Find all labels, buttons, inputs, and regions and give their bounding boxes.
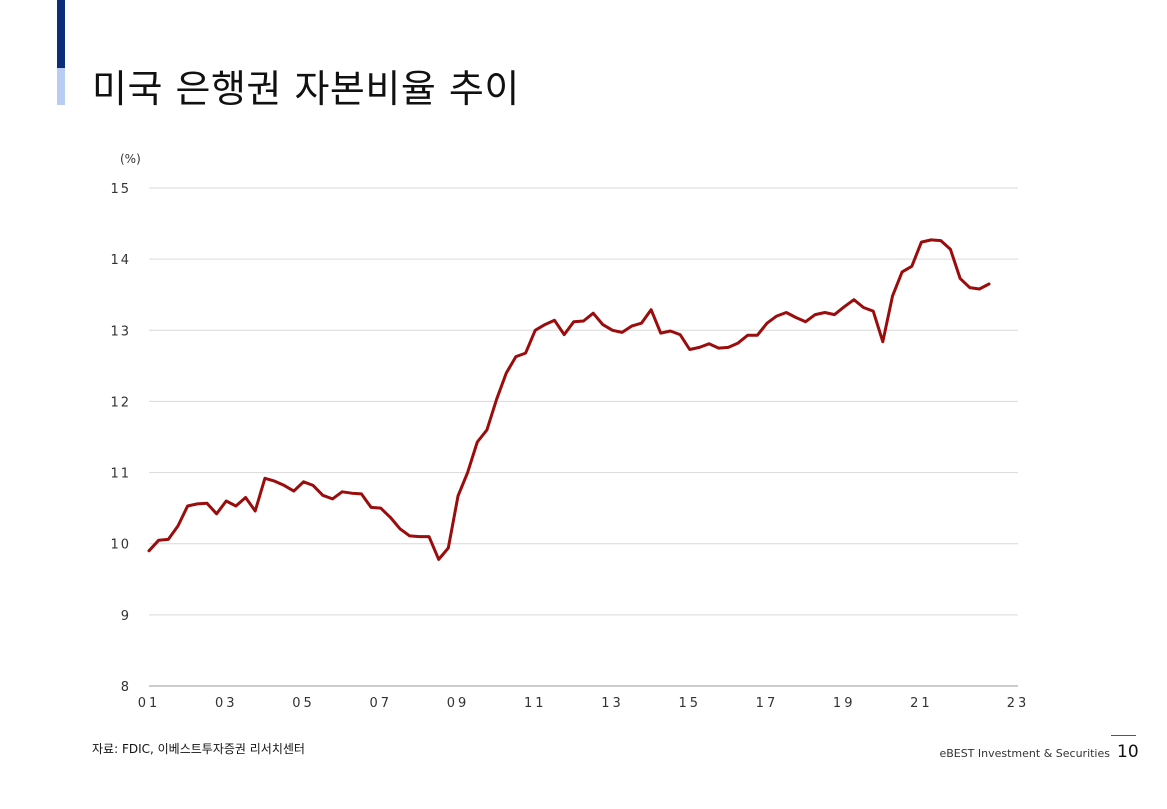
x-tick-label: 21: [910, 696, 933, 711]
x-tick-label: 05: [292, 696, 315, 711]
grid-lines: [149, 187, 1018, 687]
y-tick-labels: 8 9 10 11 12 13 14 15: [110, 182, 131, 695]
x-tick-label: 01: [138, 696, 161, 711]
y-tick-label: 11: [110, 467, 131, 482]
x-tick-label: 17: [756, 696, 779, 711]
y-tick-label: 8: [121, 680, 131, 695]
y-tick-label: 13: [110, 324, 131, 339]
brand-name: eBEST Investment & Securities: [939, 747, 1110, 760]
x-tick-label: 03: [215, 696, 238, 711]
x-tick-label: 23: [1007, 696, 1030, 711]
x-tick-label: 09: [447, 696, 470, 711]
capital-ratio-series-line: [147, 238, 991, 561]
y-tick-label: 9: [121, 609, 131, 624]
y-tick-label: 15: [110, 182, 131, 197]
x-tick-labels: 01 03 05 07 09 11 13 15 17 19 21 23: [138, 696, 1030, 711]
x-tick-label: 19: [833, 696, 856, 711]
y-tick-label: 10: [110, 538, 131, 553]
y-tick-label: 14: [110, 253, 131, 268]
x-tick-label: 07: [369, 696, 392, 711]
x-tick-label: 15: [678, 696, 701, 711]
source-note: 자료: FDIC, 이베스트투자증권 리서치센터: [92, 742, 305, 756]
page-title: 미국 은행권 자본비율 추이: [92, 67, 520, 111]
page-number: 10: [1117, 742, 1139, 762]
y-axis-unit-label: (%): [120, 152, 141, 166]
title-accent-bar-dark: [57, 0, 65, 68]
title-accent-bar-light: [57, 68, 65, 105]
x-tick-label: 13: [601, 696, 624, 711]
footer-divider: [1111, 735, 1136, 736]
x-tick-label: 11: [524, 696, 547, 711]
y-tick-label: 12: [110, 395, 131, 410]
